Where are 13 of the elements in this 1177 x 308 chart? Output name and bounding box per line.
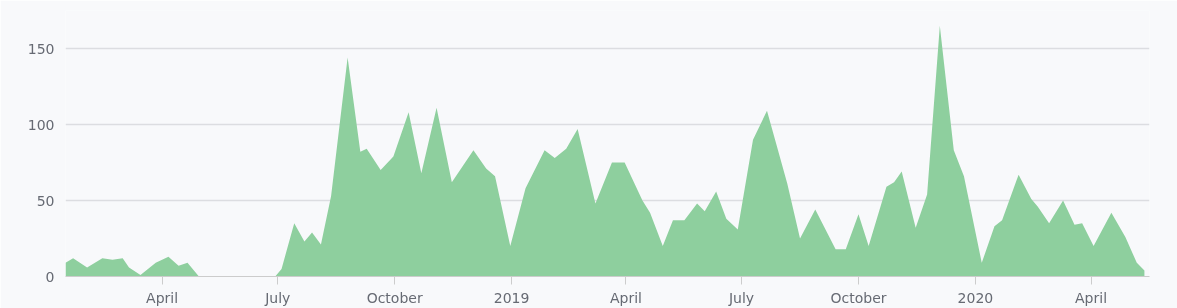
x-tick-label: October	[366, 289, 423, 306]
x-tick-label: April	[1075, 289, 1108, 306]
x-tick-label: 2019	[493, 289, 530, 306]
y-tick-label: 100	[27, 116, 55, 133]
x-tick-label: July	[264, 289, 291, 306]
x-tick-label: 2020	[957, 289, 994, 306]
x-tick-label: October	[830, 289, 887, 306]
y-tick-label: 50	[36, 192, 55, 209]
x-tick-label: April	[146, 289, 179, 306]
x-tick-label: April	[609, 289, 642, 306]
x-tick-label: July	[727, 289, 755, 306]
y-tick-label: 0	[45, 268, 55, 285]
y-tick-label: 150	[27, 40, 55, 57]
